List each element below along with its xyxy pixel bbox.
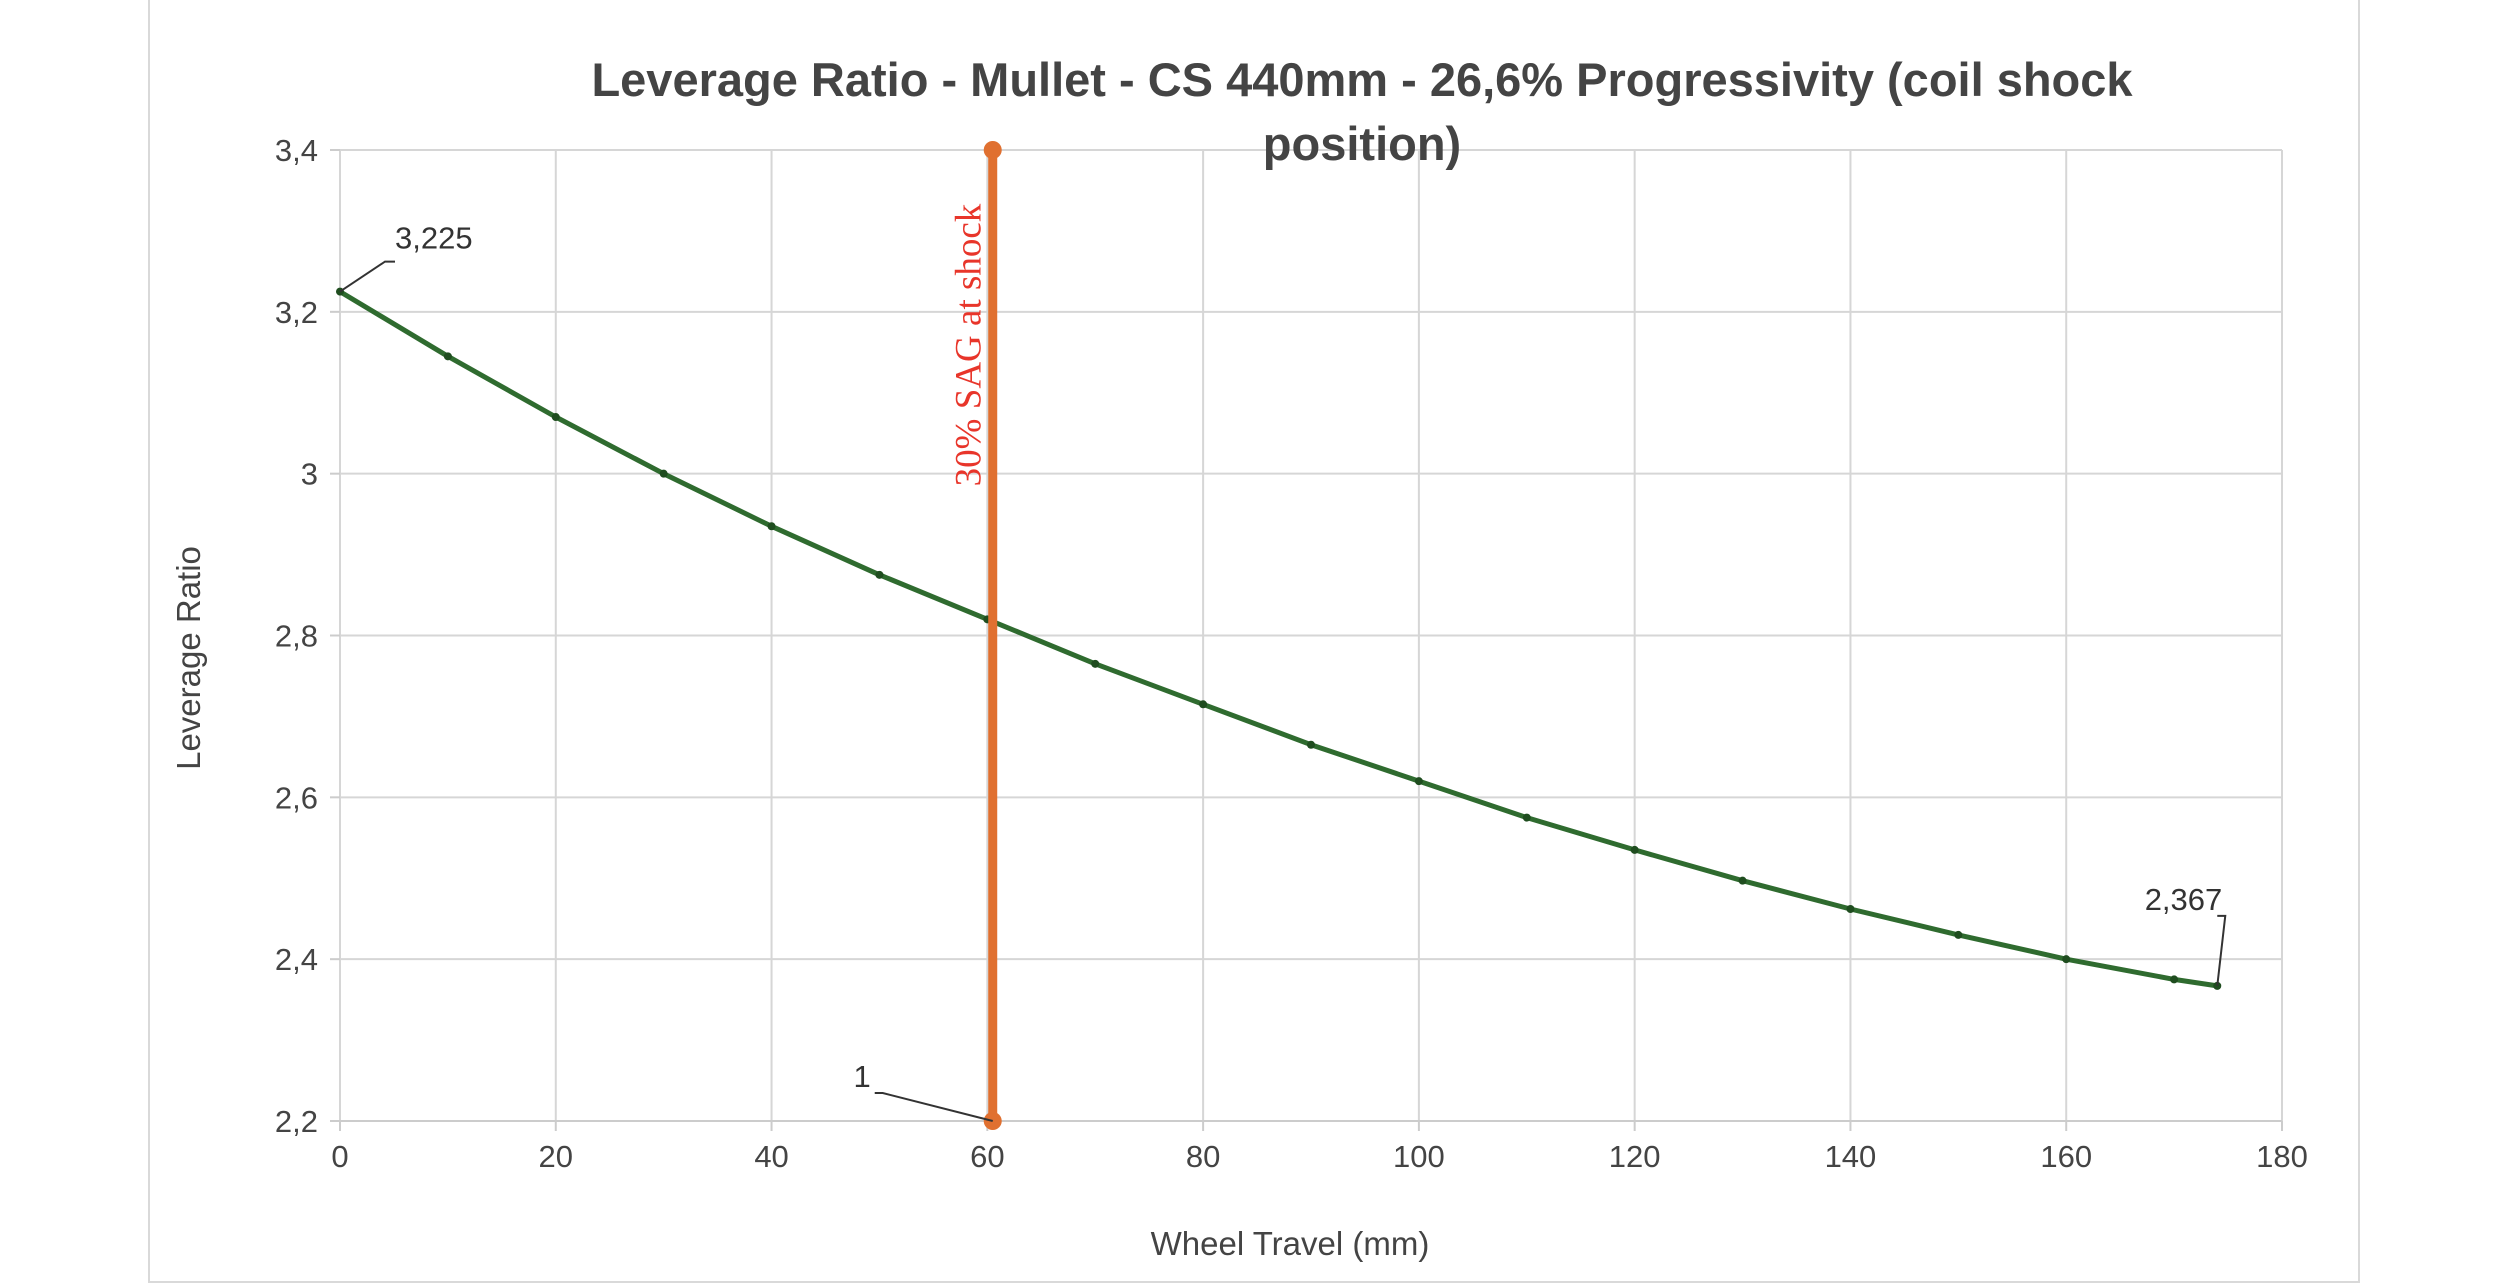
x-tick-label: 180 bbox=[2256, 1139, 2308, 1174]
y-axis-title: Leverage Ratio bbox=[170, 546, 207, 770]
y-tick-label: 2,4 bbox=[275, 942, 318, 977]
y-tick-label: 2,6 bbox=[275, 780, 318, 815]
chart-frame bbox=[148, 0, 2360, 1283]
leverage-ratio-point bbox=[1414, 777, 1423, 786]
sag-annotation: 30% SAG at shock bbox=[949, 203, 990, 486]
y-tick-label: 3,4 bbox=[275, 133, 318, 168]
data-labels: 3,225 2,367 1 bbox=[339, 221, 2227, 1122]
data-label: 1 bbox=[853, 1059, 870, 1094]
axes: 0 20 40 60 80 100 120 140 160 180 2,2 2,4 2,6 2,8 3 3,2… bbox=[275, 133, 2308, 1174]
x-tick-label: 100 bbox=[1393, 1139, 1445, 1174]
leverage-ratio-point bbox=[1738, 876, 1747, 885]
x-axis-title: Wheel Travel (mm) bbox=[1151, 1225, 1430, 1262]
data-label-leader bbox=[874, 1092, 993, 1122]
chart-title-line-1: Leverage Ratio - Mullet - CS 440mm - 26,… bbox=[591, 53, 2133, 106]
leverage-ratio-point bbox=[1522, 813, 1531, 822]
series-layer bbox=[336, 141, 2222, 1130]
leverage-ratio-point bbox=[659, 469, 668, 478]
y-tick-label: 2,2 bbox=[275, 1104, 318, 1139]
x-tick-label: 80 bbox=[1186, 1139, 1220, 1174]
x-tick-label: 60 bbox=[970, 1139, 1004, 1174]
x-tick-label: 160 bbox=[2040, 1139, 2092, 1174]
leverage-ratio-point bbox=[1630, 845, 1639, 854]
data-label-leader bbox=[2216, 914, 2227, 986]
leverage-ratio-point bbox=[767, 522, 776, 531]
leverage-ratio-point bbox=[443, 352, 452, 361]
grid bbox=[339, 149, 2283, 1122]
leverage-ratio-point bbox=[1307, 740, 1315, 749]
leverage-ratio-point bbox=[2170, 975, 2179, 984]
leverage-ratio-point bbox=[1954, 930, 1963, 939]
leverage-ratio-point bbox=[1846, 904, 1855, 913]
x-tick-label: 120 bbox=[1609, 1139, 1661, 1174]
data-label: 2,367 bbox=[2145, 882, 2223, 917]
y-tick-label: 2,8 bbox=[275, 619, 318, 654]
x-tick-label: 20 bbox=[539, 1139, 573, 1174]
sag-line-point bbox=[983, 141, 1002, 159]
chart-title-line-2: position) bbox=[1263, 117, 1461, 170]
data-label: 3,225 bbox=[395, 221, 473, 256]
x-tick-label: 40 bbox=[754, 1139, 788, 1174]
leverage-ratio-point bbox=[2062, 955, 2071, 964]
x-tick-label: 140 bbox=[1825, 1139, 1877, 1174]
leverage-ratio-point bbox=[1091, 659, 1100, 668]
leverage-ratio-line bbox=[338, 289, 2218, 989]
leverage-ratio-point bbox=[1199, 700, 1208, 709]
leverage-ratio-point bbox=[551, 413, 560, 422]
y-tick-label: 3 bbox=[301, 457, 318, 492]
x-tick-label: 0 bbox=[331, 1139, 348, 1174]
leverage-ratio-point bbox=[875, 570, 884, 579]
data-label-leader bbox=[339, 260, 395, 293]
y-tick-label: 3,2 bbox=[275, 295, 318, 330]
